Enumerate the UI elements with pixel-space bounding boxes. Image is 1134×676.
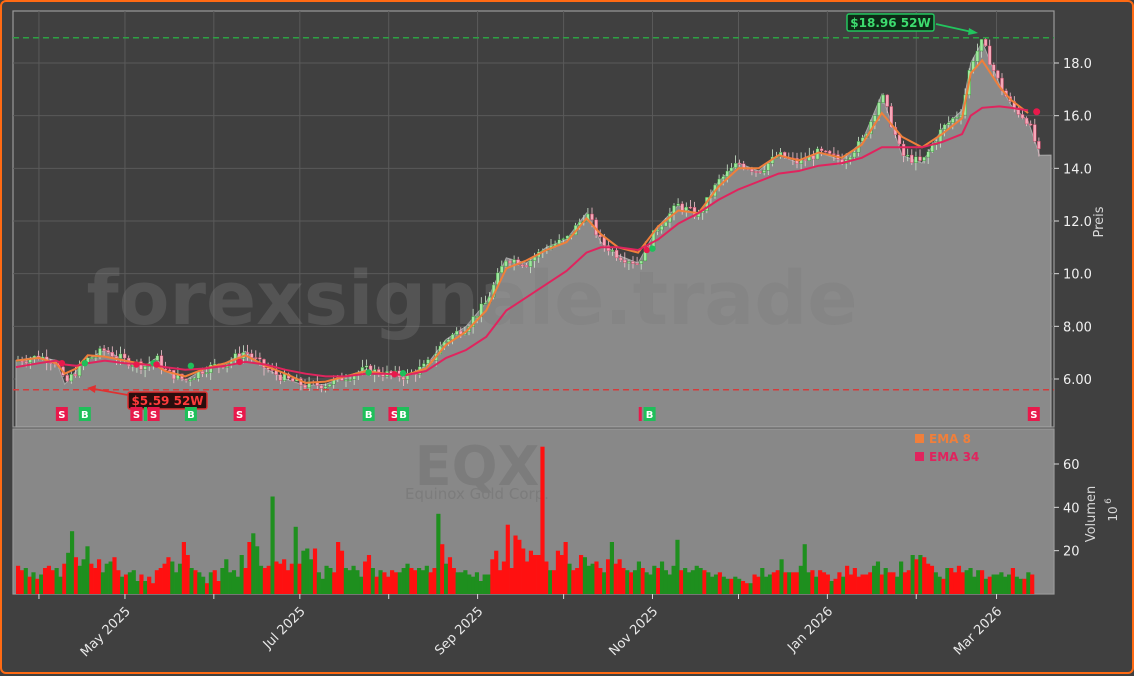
price-axis-label: Preis: [1092, 206, 1107, 237]
x-axis: May 2025 Jul 2025 Sep 2025 Nov 2025 Jan 2026…: [38, 594, 1005, 660]
x-tick-label: Jul 2025: [260, 604, 309, 653]
volume-y-axis: 20 40 60: [1054, 458, 1080, 560]
volume-panel: EQX Equinox Gold Corp. 20 40 60 EMA 8 EMA …: [12, 428, 1120, 595]
legend[interactable]: EMA 8 EMA 34: [915, 432, 979, 464]
x-tick-label: May 2025: [78, 604, 134, 660]
svg-text:B: B: [365, 410, 373, 421]
x-tick-label: Sep 2025: [432, 604, 486, 658]
svg-text:40: 40: [1063, 501, 1080, 516]
x-tick-label: Nov 2025: [606, 604, 661, 659]
price-panel: forexsignale.trade $18.96 52W $5.59 52W S…: [12, 10, 1107, 428]
svg-text:S: S: [236, 410, 243, 421]
ema8-legend-label: EMA 8: [929, 432, 971, 446]
sell-signal-marker: S: [147, 407, 160, 421]
svg-text:B: B: [646, 410, 654, 421]
svg-text:S: S: [58, 410, 65, 421]
watermark-text: forexsignale.trade: [86, 256, 857, 342]
volume-unit-label: 10 6: [1104, 498, 1120, 522]
svg-text:12.0: 12.0: [1063, 215, 1092, 230]
sell-signal-marker: S: [130, 407, 143, 421]
volume-watermark: EQX Equinox Gold Corp.: [405, 435, 549, 503]
svg-text:18.0: 18.0: [1063, 57, 1092, 72]
svg-text:60: 60: [1063, 458, 1080, 473]
buy-signal-marker: B: [397, 407, 410, 421]
ema-lines: [15, 58, 1041, 384]
svg-text:6.00: 6.00: [1063, 373, 1092, 388]
volume-bars: [16, 446, 1035, 594]
svg-text:10.0: 10.0: [1063, 268, 1092, 283]
svg-text:S: S: [1030, 410, 1037, 421]
candlesticks: [16, 37, 1041, 393]
buy-signal-marker: B: [362, 407, 375, 421]
svg-text:S: S: [391, 410, 398, 421]
ticker-watermark: EQX: [415, 435, 539, 498]
svg-text:B: B: [399, 410, 407, 421]
svg-text:8.00: 8.00: [1063, 320, 1092, 335]
52w-low-label: $5.59 52W: [87, 385, 208, 410]
volume-unit-base: 10: [1106, 506, 1120, 521]
svg-text:S: S: [150, 410, 157, 421]
volume-unit-exp: 6: [1104, 498, 1114, 504]
52w-high-label: $18.96 52W: [846, 13, 978, 35]
company-watermark: Equinox Gold Corp.: [405, 485, 549, 503]
svg-text:14.0: 14.0: [1063, 162, 1092, 177]
buy-signal-marker: B: [184, 407, 197, 421]
svg-text:20: 20: [1063, 545, 1080, 560]
sell-signal-marker: S: [1027, 407, 1040, 421]
x-tick-label: Mar 2026: [951, 604, 1005, 658]
ema8-legend-swatch: [915, 434, 924, 443]
price-y-axis: 6.00 8.00 10.0 12.0 14.0 16.0 18.0: [1054, 57, 1092, 388]
volume-axis-label: Volumen: [1084, 486, 1099, 543]
svg-text:16.0: 16.0: [1063, 110, 1092, 125]
sell-signal-marker: S: [55, 407, 68, 421]
buy-signal-marker: B: [78, 407, 91, 421]
svg-text:B: B: [187, 410, 195, 421]
sell-signal-marker: S: [233, 407, 246, 421]
svg-text:$18.96 52W: $18.96 52W: [850, 16, 930, 30]
x-tick-label: Jan 2026: [784, 604, 836, 656]
buy-signal-marker: B: [643, 407, 656, 421]
svg-text:$5.59 52W: $5.59 52W: [131, 394, 203, 408]
52w-lines: $18.96 52W $5.59 52W: [13, 13, 1054, 410]
ema34-legend-swatch: [915, 452, 924, 461]
svg-text:B: B: [81, 410, 89, 421]
watermark: forexsignale.trade: [86, 256, 857, 342]
ema34-legend-label: EMA 34: [929, 450, 979, 464]
svg-text:S: S: [133, 410, 140, 421]
